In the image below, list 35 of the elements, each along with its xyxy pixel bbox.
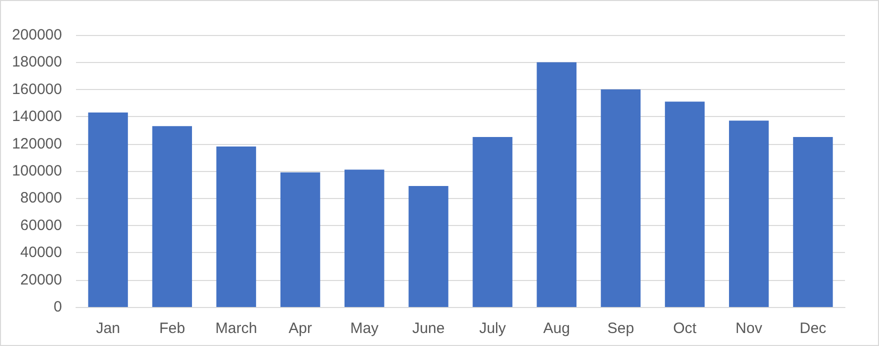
y-tick-label: 120000 <box>12 135 62 152</box>
bar <box>88 112 128 307</box>
y-tick-label: 180000 <box>12 54 62 71</box>
x-tick-label: Aug <box>543 320 570 337</box>
bar <box>152 126 192 307</box>
y-tick-label: 0 <box>54 298 62 316</box>
x-tick-label: Oct <box>673 320 698 337</box>
x-tick-label: May <box>350 320 380 337</box>
x-tick-label: July <box>479 320 506 337</box>
y-tick-label: 200000 <box>12 26 62 44</box>
bar <box>280 172 320 307</box>
y-tick-label: 80000 <box>20 190 62 207</box>
y-tick-label: 60000 <box>20 216 62 234</box>
bar <box>536 62 576 307</box>
bar <box>408 186 448 307</box>
x-tick-label: March <box>215 320 258 337</box>
x-tick-label: Nov <box>736 320 763 337</box>
y-tick-label: 160000 <box>12 80 62 98</box>
x-tick-label: Sep <box>607 320 634 337</box>
y-tick-label: 100000 <box>12 162 62 180</box>
y-tick-label: 40000 <box>20 244 62 262</box>
bar <box>344 170 384 307</box>
x-tick-label: Feb <box>159 320 186 337</box>
bar <box>664 102 705 307</box>
y-tick-label: 20000 <box>20 271 62 288</box>
x-tick-label: Jan <box>96 320 120 337</box>
bar <box>472 137 512 307</box>
bar <box>600 89 641 307</box>
bar <box>793 137 833 307</box>
x-tick-label: Dec <box>800 320 827 337</box>
bar <box>216 146 256 307</box>
y-tick-label: 140000 <box>12 108 62 126</box>
bar <box>729 120 769 307</box>
x-tick-label: Apr <box>288 320 312 337</box>
x-tick-label: June <box>412 320 445 337</box>
